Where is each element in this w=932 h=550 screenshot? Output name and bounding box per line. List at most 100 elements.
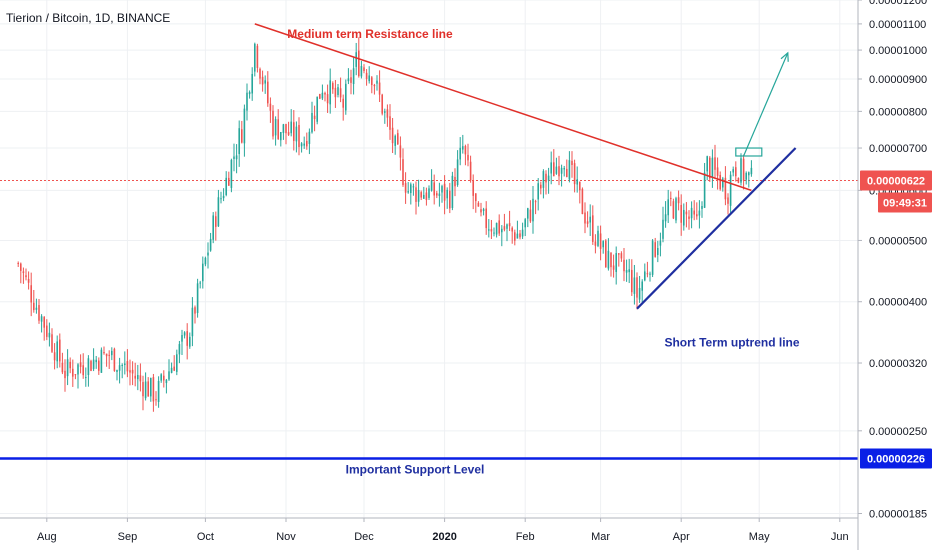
resistance-label: Medium term Resistance line [287, 27, 453, 41]
candle-body [490, 229, 493, 232]
candle-body [633, 277, 636, 294]
candle-body [607, 250, 610, 269]
candle-body [558, 166, 560, 177]
candle-body [646, 273, 649, 275]
candle-body [287, 132, 290, 135]
y-tick-label: 0.00000250 [869, 426, 927, 438]
candle-body [279, 131, 282, 141]
candle-body [404, 183, 407, 193]
x-tick-label: Sep [118, 531, 138, 543]
candle-body [599, 233, 602, 249]
candle-body [563, 168, 566, 170]
projection-arrow-head [780, 51, 789, 62]
candle-body [584, 212, 586, 224]
candle-body [225, 177, 228, 195]
y-tick-label: 0.00001100 [869, 19, 926, 31]
y-tick-label: 0.00001000 [869, 45, 927, 57]
candle-body [394, 135, 397, 146]
candle-body [472, 180, 475, 196]
y-tick-label: 0.00000320 [869, 358, 927, 370]
candle-body [74, 374, 77, 376]
candle-body [591, 215, 594, 242]
candle-body [628, 269, 631, 273]
candle-body [708, 157, 711, 179]
candle-body [243, 108, 246, 144]
candle-body [17, 263, 20, 265]
candle-body [230, 159, 233, 188]
candle-body [542, 171, 545, 188]
candle-body [368, 75, 371, 82]
candle-body [53, 352, 56, 361]
candle-body [711, 157, 714, 178]
candle-body [480, 209, 482, 213]
candle-body [269, 103, 272, 111]
candle-body [207, 252, 209, 256]
candle-body [428, 188, 430, 198]
candle-body [698, 210, 701, 216]
candle-body [40, 316, 43, 322]
candle-body [737, 177, 740, 183]
candle-body [537, 183, 540, 200]
breakout-box [735, 147, 763, 157]
candle-body [714, 157, 716, 170]
y-tick-label: 0.00000500 [869, 235, 927, 247]
candle-body [105, 353, 108, 357]
candle-body [578, 181, 581, 191]
candle-body [503, 226, 506, 230]
candle-body [745, 172, 748, 180]
candle-body [573, 163, 576, 185]
candle-body [703, 172, 706, 208]
candle-body [552, 162, 555, 177]
candle-body [680, 204, 683, 223]
candle-body [662, 219, 664, 239]
candle-body [178, 344, 181, 355]
candle-body [389, 116, 391, 130]
candle-body [430, 180, 433, 191]
candle-body [61, 362, 64, 373]
candle-body [550, 162, 553, 174]
resistance-trendline [254, 23, 752, 192]
candle-body [508, 223, 511, 227]
candle-body [155, 399, 157, 401]
candle-body [672, 201, 675, 219]
candle-body [589, 216, 592, 223]
candle-body [149, 378, 152, 397]
candle-body [688, 216, 690, 219]
candle-body [474, 193, 477, 202]
candle-body [487, 229, 490, 231]
candle-body [396, 133, 399, 145]
candle-body [545, 173, 547, 183]
candle-body [651, 240, 654, 275]
candle-body [204, 257, 207, 265]
candle-body [292, 122, 295, 141]
y-tick-label: 0.00000700 [869, 143, 927, 155]
candle-body [266, 81, 269, 104]
candle-body [732, 169, 735, 173]
candle-body [194, 307, 196, 314]
candle-body [742, 158, 745, 181]
candle-body [251, 73, 254, 94]
candle-body [173, 366, 176, 371]
candle-body [513, 232, 516, 241]
candle-body [181, 335, 183, 342]
candle-body [521, 229, 524, 237]
candle-body [201, 263, 204, 282]
candle-body [532, 198, 534, 222]
candle-body [311, 113, 313, 133]
candle-body [461, 146, 464, 150]
candle-body [212, 215, 215, 240]
candle-body [441, 186, 443, 193]
candle-body [485, 208, 488, 229]
candle-body [274, 119, 277, 136]
x-tick-label: Oct [197, 531, 214, 543]
candle-body [123, 363, 126, 365]
candle-body [66, 359, 69, 377]
candle-body [277, 119, 280, 140]
candle-body [92, 359, 95, 370]
candle-body [144, 381, 147, 399]
candle-body [701, 205, 703, 209]
candle-body [519, 233, 521, 238]
candle-body [586, 221, 589, 224]
candle-body [259, 68, 261, 79]
